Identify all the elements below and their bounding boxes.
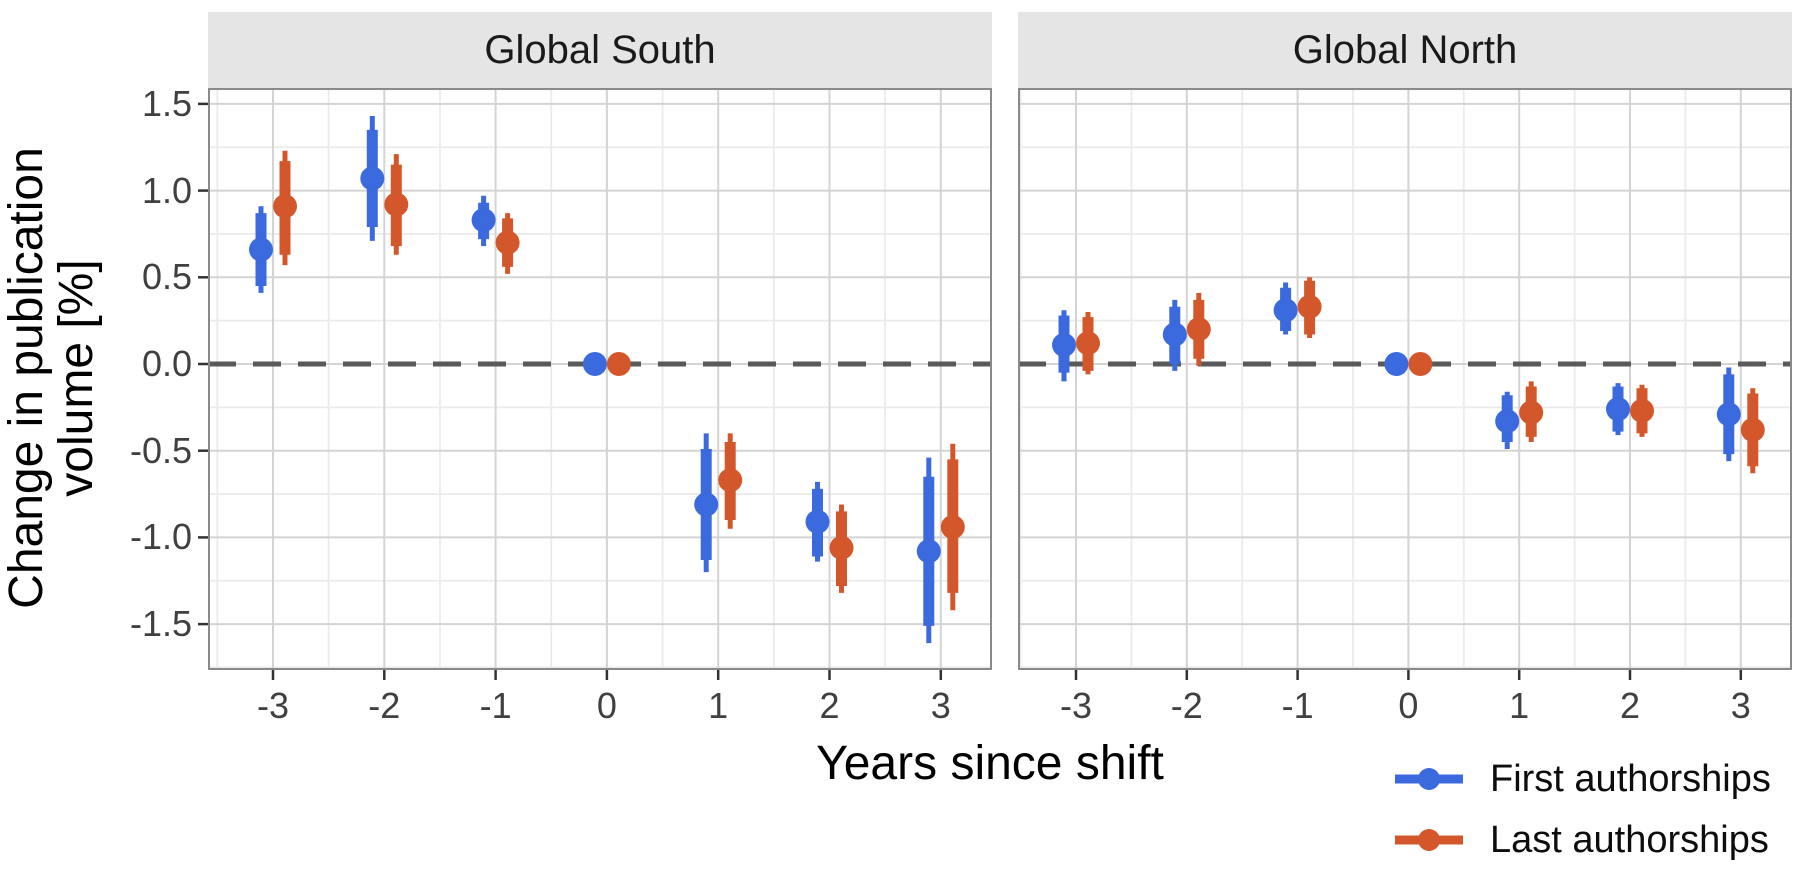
pointrange-global-north-x3-last-point <box>1740 417 1765 442</box>
pointrange-global-south-x3-first-point <box>916 539 941 564</box>
pointrange-global-north-x-2-first-point <box>1162 322 1187 347</box>
panel-border <box>208 88 992 670</box>
y-tick-label: 1.5 <box>141 82 192 124</box>
pointrange-global-north-x-1-last-point <box>1297 294 1322 319</box>
legend-label: Last authorships <box>1490 818 1769 861</box>
x-tick-label: 3 <box>1730 685 1751 726</box>
x-tick-label: -1 <box>1281 685 1314 726</box>
pointrange-global-south-x-2-first-point <box>360 166 385 191</box>
x-axis-title: Years since shift <box>816 737 1164 790</box>
y-axis-tick-labels: 1.5 1.0 0.5 0.0 -0.5 -1.0 -1.5 <box>88 83 192 670</box>
pointrange-global-north-x2-first-point <box>1606 397 1630 422</box>
pointrange-global-south-x3-last-point <box>940 514 965 539</box>
x-tick-label: 2 <box>819 685 840 726</box>
x-tick-label: -1 <box>479 685 512 726</box>
pointrange-global-south-x-3-first-point <box>249 237 273 262</box>
y-axis-title-line1: Change in publication <box>0 147 53 609</box>
pointrange-global-south-x-3-last-point <box>273 194 297 219</box>
legend-label: First authorships <box>1490 757 1771 800</box>
panel-global-north <box>1018 88 1792 670</box>
x-tick-label: -2 <box>368 685 401 726</box>
x-tick-label: 1 <box>1509 685 1530 726</box>
y-tick-label: -1.0 <box>129 516 192 558</box>
pointrange-global-south-x2-last-point <box>829 535 854 560</box>
y-tick-label: 0.0 <box>141 343 192 384</box>
legend-item-last-authorships: Last authorships <box>1392 811 1771 869</box>
y-tick-label: -0.5 <box>129 429 192 471</box>
y-tick-label: -1.5 <box>129 603 192 645</box>
x-tick-label: 2 <box>1619 685 1641 726</box>
x-tick-label: 0 <box>596 685 617 726</box>
pointrange-global-south-x-1-last-point <box>495 230 520 255</box>
pointrange-global-north-x0-last-point <box>1408 352 1433 376</box>
pointrange-global-south-x0-last-point <box>606 352 631 376</box>
pointrange-key-icon <box>1395 768 1463 790</box>
pointrange-global-south-x0-first-point <box>582 352 607 376</box>
pointrange-global-north-x-3-first-point <box>1052 332 1076 357</box>
pointrange-global-south-x2-first-point <box>805 509 830 534</box>
pointrange-global-north-x3-first-point <box>1716 402 1741 427</box>
pointrange-global-south-x1-first-point <box>694 492 719 517</box>
x-tick-label: -2 <box>1170 685 1203 726</box>
legend-item-first-authorships: First authorships <box>1392 750 1771 808</box>
pointrange-global-south-x-2-last-point <box>384 192 409 217</box>
x-tick-label: -3 <box>256 685 289 726</box>
y-tick-label: 0.5 <box>141 256 192 298</box>
x-axis-tick-labels-global-north: -3 -2 -1 0 1 2 3 <box>1018 684 1792 728</box>
facet-strip-global-north: Global North <box>1018 12 1792 88</box>
facet-strip-label: Global South <box>484 27 716 72</box>
y-axis-ticks <box>198 102 208 626</box>
x-axis-ticks-global-north <box>1074 670 1743 680</box>
y-axis-title: Change in publication volume [%] <box>0 74 103 682</box>
x-tick-label: 1 <box>708 685 729 726</box>
pointrange-global-north-x2-last-point <box>1630 398 1654 423</box>
y-tick-label: 1.0 <box>141 169 192 211</box>
pointrange-global-north-x-3-last-point <box>1076 331 1100 356</box>
pointrange-global-north-x1-last-point <box>1519 400 1544 425</box>
pointrange-key-icon <box>1395 829 1463 851</box>
pointrange-global-south-x1-last-point <box>718 468 743 493</box>
legend: First authorships Last authorships <box>1392 750 1771 869</box>
pointrange-global-north-x0-first-point <box>1384 352 1409 376</box>
pointrange-global-north-x-2-last-point <box>1186 317 1211 342</box>
pointrange-global-south-x-1-first-point <box>471 208 496 233</box>
x-tick-label: -3 <box>1059 685 1092 726</box>
x-axis-ticks-global-south <box>271 670 943 680</box>
panel-global-south <box>208 88 992 670</box>
x-axis-tick-labels-global-south: -3 -2 -1 0 1 2 3 <box>208 684 992 728</box>
x-tick-label: 0 <box>1398 685 1419 726</box>
facet-strip-global-south: Global South <box>208 12 992 88</box>
x-tick-label: 3 <box>930 685 951 726</box>
pointrange-global-north-x1-first-point <box>1495 409 1520 434</box>
panel-border <box>1018 88 1792 670</box>
pointrange-global-north-x-1-first-point <box>1273 298 1298 323</box>
facet-strip-label: Global North <box>1292 27 1518 72</box>
